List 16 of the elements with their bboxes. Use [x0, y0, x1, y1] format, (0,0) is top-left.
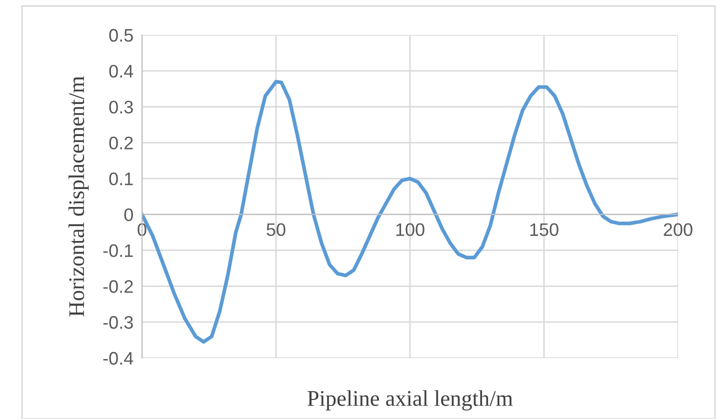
- y-tick-label: -0.1: [103, 244, 133, 258]
- y-tick-label: 0.1: [109, 172, 133, 186]
- y-tick-label: -0.4: [103, 352, 134, 365]
- x-tick-label: 200: [664, 223, 692, 236]
- y-tick-label: 0.5: [109, 28, 133, 42]
- y-tick-label: 0.3: [109, 100, 133, 114]
- y-tick-label: -0.3: [103, 316, 133, 329]
- y-tick-label: 0.4: [109, 64, 134, 78]
- y-tick-label: 0.2: [109, 136, 133, 150]
- y-tick-label: 0: [124, 208, 133, 222]
- y-axis-title: Horizontal displacement/m: [68, 76, 89, 317]
- x-axis-title: Pipeline axial length/m: [308, 390, 513, 411]
- y-tick-label: -0.2: [103, 280, 133, 293]
- x-tick-label: 100: [396, 223, 424, 236]
- x-tick-label: 50: [266, 223, 286, 236]
- x-tick-label: 150: [530, 223, 558, 236]
